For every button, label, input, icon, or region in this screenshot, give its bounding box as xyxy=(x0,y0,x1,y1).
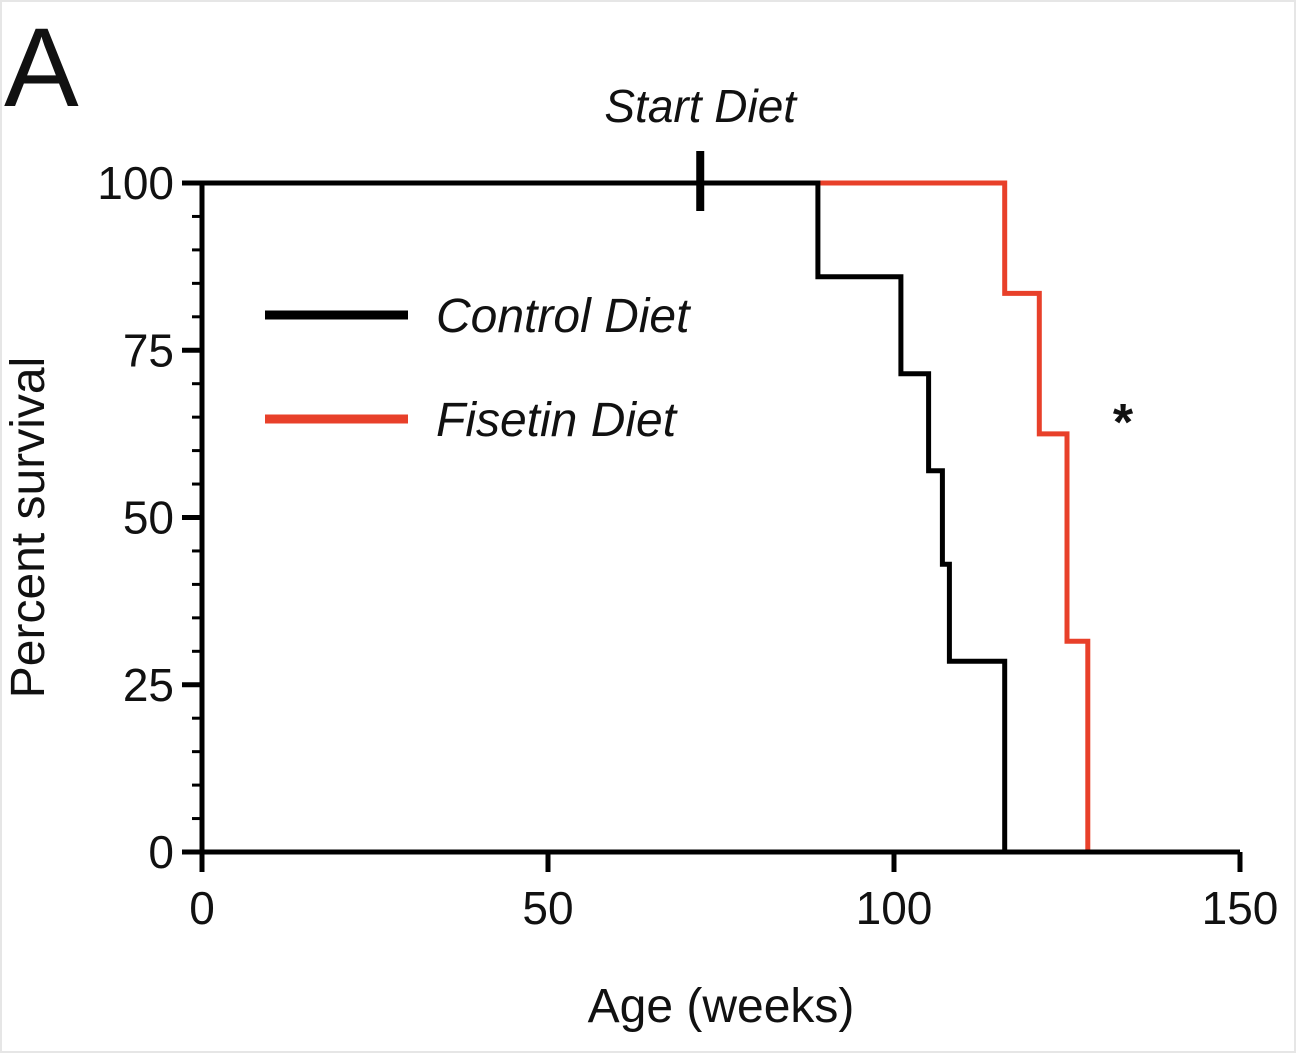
y-tick-label: 25 xyxy=(123,659,174,711)
panel-label: A xyxy=(4,5,79,130)
axes-layer: 0 25 50 75 100 0 50 100 150 xyxy=(97,151,1278,934)
x-axis-title: Age (weeks) xyxy=(588,980,855,1033)
start-diet-annotation: Start Diet xyxy=(604,80,798,132)
x-tick-label: 100 xyxy=(856,882,933,934)
y-tick-label: 100 xyxy=(97,157,174,209)
y-tick-label: 0 xyxy=(148,826,174,878)
series-line-control-diet xyxy=(202,180,1008,852)
y-tick-label: 50 xyxy=(123,492,174,544)
series-layer xyxy=(202,180,1091,852)
x-tick-label: 50 xyxy=(522,882,573,934)
series-line-fisetin-diet xyxy=(817,180,1091,852)
significance-asterisk: * xyxy=(1113,394,1134,452)
y-axis-title: Percent survival xyxy=(2,357,55,698)
x-tick-label: 150 xyxy=(1202,882,1279,934)
legend-label: Fisetin Diet xyxy=(436,394,678,447)
x-tick-label: 0 xyxy=(189,882,215,934)
legend-label: Control Diet xyxy=(436,290,691,343)
y-tick-label: 75 xyxy=(123,324,174,376)
legend: Control Diet Fisetin Diet xyxy=(265,290,691,447)
